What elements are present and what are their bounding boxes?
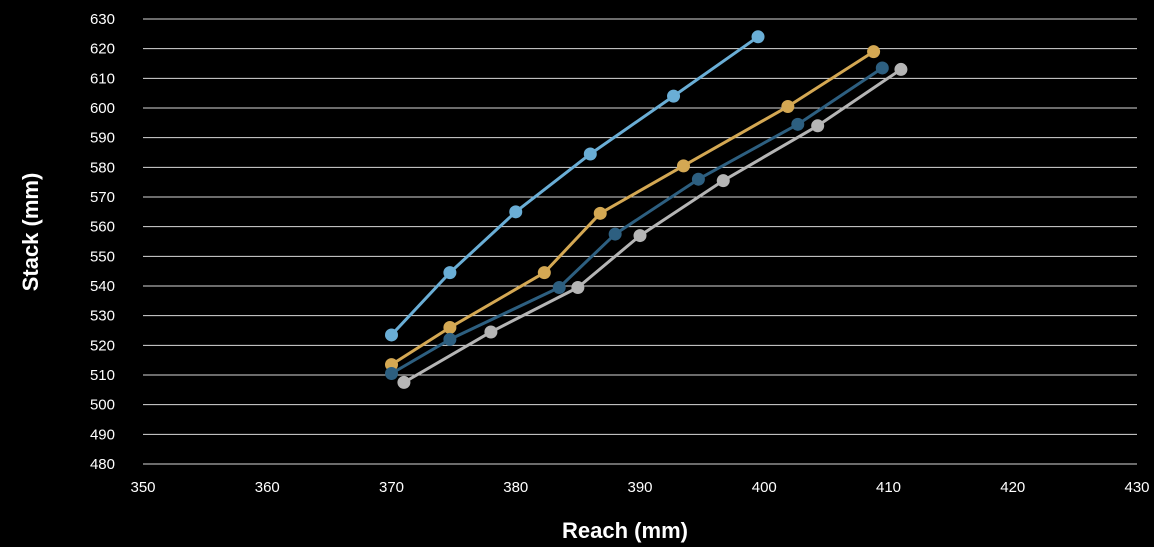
series-1 <box>385 30 765 342</box>
series-3-point <box>875 61 889 75</box>
x-tick-label: 390 <box>627 479 652 496</box>
y-tick-label: 540 <box>90 278 115 295</box>
x-tick-label: 370 <box>379 479 404 496</box>
series-3-point <box>552 280 566 294</box>
y-tick-label: 490 <box>90 426 115 443</box>
x-axis-title: Reach (mm) <box>562 518 688 543</box>
x-tick-label: 360 <box>255 479 280 496</box>
x-tick-labels: 350 360 370 380 390 400 410 420 430 <box>130 479 1149 496</box>
series-3-point <box>691 172 705 186</box>
y-tick-label: 570 <box>90 189 115 206</box>
series-3-point <box>385 367 398 381</box>
x-tick-label: 430 <box>1124 479 1149 496</box>
x-tick-label: 400 <box>752 479 777 496</box>
y-tick-label: 630 <box>90 11 115 28</box>
grid-lines <box>143 18 1137 465</box>
y-tick-labels: 480 490 500 510 520 530 540 550 560 570 580 590 600 6… <box>90 11 115 473</box>
series-1-point <box>509 205 523 219</box>
series-4-point <box>484 325 498 339</box>
x-tick-label: 350 <box>130 479 155 496</box>
series-4-point <box>397 375 411 389</box>
series-2-point <box>676 159 690 173</box>
series-2-point <box>593 206 607 220</box>
data-series <box>385 30 908 389</box>
series-4-line <box>403 68 902 384</box>
series-4-point <box>633 229 647 243</box>
series-3 <box>385 61 889 381</box>
series-1-point <box>385 328 398 342</box>
y-tick-label: 610 <box>90 70 115 87</box>
series-4-point <box>716 174 730 188</box>
series-3-line <box>390 66 884 375</box>
series-3-point <box>791 117 805 131</box>
series-2-point <box>867 45 881 59</box>
series-3-point <box>443 332 457 346</box>
series-1-point <box>443 266 457 280</box>
y-tick-label: 530 <box>90 308 115 325</box>
x-tick-label: 410 <box>876 479 901 496</box>
y-tick-label: 580 <box>90 159 115 176</box>
series-3-point <box>608 227 622 241</box>
series-2-line <box>390 50 875 366</box>
series-2-point <box>781 100 795 114</box>
y-tick-label: 500 <box>90 397 115 414</box>
series-2-point <box>443 321 457 335</box>
y-axis-title: Stack (mm) <box>18 173 43 292</box>
series-4-point <box>894 62 908 76</box>
y-tick-label: 520 <box>90 337 115 354</box>
y-tick-label: 600 <box>90 100 115 117</box>
series-1-point <box>583 147 597 161</box>
series-2 <box>385 45 881 372</box>
series-2-point <box>537 266 551 280</box>
y-tick-label: 480 <box>90 456 115 473</box>
series-4-point <box>571 280 585 294</box>
y-tick-label: 550 <box>90 248 115 265</box>
series-2-point <box>385 358 398 372</box>
y-tick-label: 590 <box>90 130 115 147</box>
series-1-point <box>667 89 681 103</box>
series-4-point <box>811 119 825 133</box>
series-4 <box>397 62 908 389</box>
x-tick-label: 420 <box>1000 479 1025 496</box>
series-1-point <box>751 30 765 44</box>
x-tick-label: 380 <box>503 479 528 496</box>
y-tick-label: 510 <box>90 367 115 384</box>
series-1-line <box>390 35 759 336</box>
y-tick-label: 620 <box>90 41 115 58</box>
y-tick-label: 560 <box>90 219 115 236</box>
